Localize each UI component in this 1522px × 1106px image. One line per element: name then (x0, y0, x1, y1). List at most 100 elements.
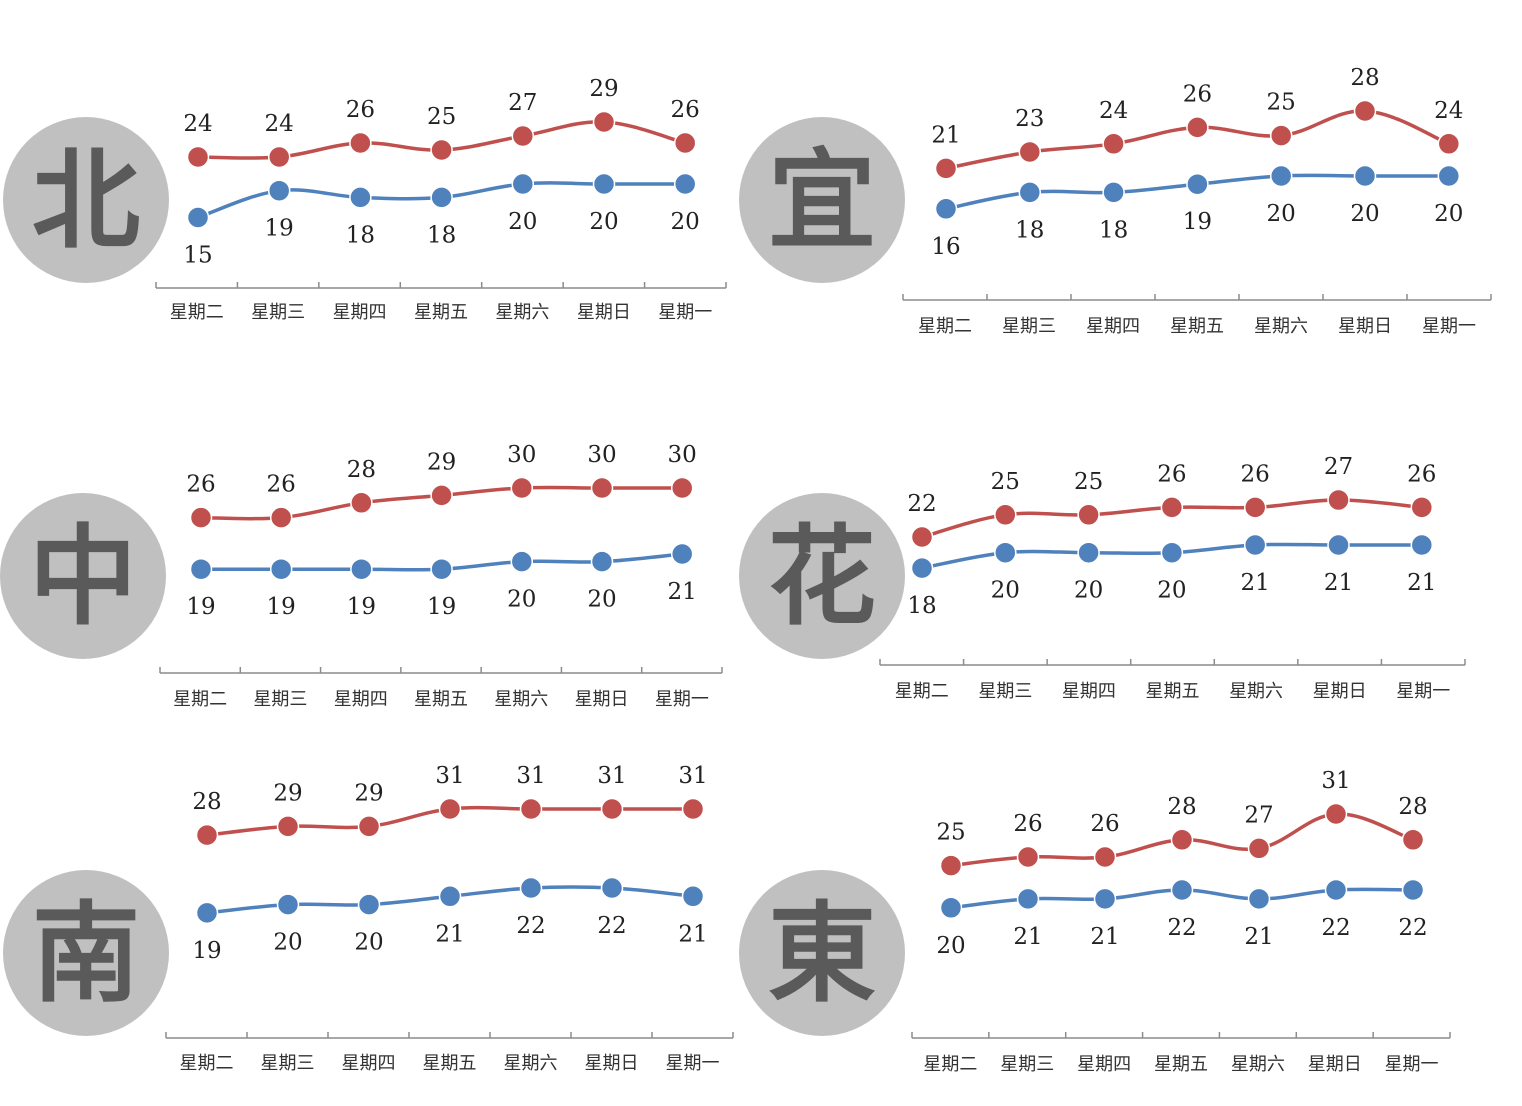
low-temp-point (994, 541, 1017, 564)
region-label: 宜 (768, 139, 876, 264)
x-tick-label: 星期六 (1229, 681, 1283, 702)
x-tick-label: 星期日 (575, 689, 629, 710)
low-temp-point (1437, 164, 1461, 188)
low-temp-point (438, 885, 462, 908)
low-temp-point (1093, 887, 1117, 911)
low-temp-label: 20 (1157, 578, 1186, 604)
x-tick-label: 星期四 (1086, 316, 1140, 337)
low-temp-label: 21 (678, 921, 707, 947)
high-temp-label: 22 (907, 491, 936, 517)
x-tick-label: 星期一 (1422, 316, 1476, 337)
high-temp-point (511, 124, 535, 148)
low-temp-point (673, 172, 697, 196)
low-temp-point (1324, 878, 1348, 902)
low-temp-point (1160, 541, 1184, 564)
high-temp-point (1243, 496, 1267, 519)
low-temp-label: 22 (1167, 915, 1196, 941)
low-temp-point (510, 550, 534, 573)
high-temp-label: 26 (1090, 811, 1119, 837)
high-temp-point (438, 797, 462, 821)
high-temp-label: 26 (671, 97, 700, 123)
low-temp-point (349, 186, 372, 209)
low-temp-point (267, 179, 291, 202)
high-temp-label: 30 (507, 442, 536, 468)
low-temp-label: 19 (192, 938, 221, 964)
high-temp-label: 28 (192, 789, 221, 815)
high-temp-point (430, 138, 453, 162)
x-tick-label: 星期三 (1000, 1054, 1054, 1075)
low-temp-label: 20 (991, 578, 1020, 604)
x-tick-label: 星期五 (1154, 1054, 1208, 1075)
high-temp-label: 23 (1015, 106, 1044, 132)
high-temp-point (267, 145, 291, 169)
low-temp-label: 19 (427, 594, 456, 620)
low-temp-label: 22 (1321, 915, 1350, 941)
high-temp-point (681, 797, 705, 821)
high-temp-label: 28 (1398, 794, 1427, 820)
x-tick-label: 星期日 (1313, 681, 1367, 702)
high-temp-point (1016, 845, 1040, 869)
high-temp-label: 24 (183, 111, 212, 137)
low-temp-label: 19 (1183, 209, 1212, 235)
high-temp-label: 24 (1099, 98, 1128, 124)
low-temp-label: 20 (1350, 201, 1379, 227)
region-label: 南 (32, 892, 140, 1017)
high-temp-point (1353, 99, 1377, 123)
low-temp-point (350, 557, 373, 581)
x-tick-label: 星期日 (577, 302, 631, 323)
high-temp-point (673, 131, 697, 155)
region-circle (0, 493, 166, 659)
high-temp-point (350, 491, 373, 515)
x-tick-label: 星期三 (261, 1053, 315, 1074)
low-temp-point (269, 557, 293, 581)
low-temp-label: 21 (1244, 924, 1273, 950)
high-temp-point (1077, 503, 1100, 527)
low-temp-label: 20 (508, 209, 537, 235)
low-temp-point (1018, 181, 1042, 204)
low-temp-label: 20 (507, 587, 536, 613)
low-temp-label: 20 (1074, 578, 1103, 604)
low-temp-label: 22 (1398, 915, 1427, 941)
high-temp-label: 31 (597, 763, 626, 789)
high-temp-label: 31 (678, 763, 707, 789)
low-temp-label: 20 (354, 930, 383, 956)
high-temp-label: 21 (931, 122, 960, 148)
region-label: 北 (32, 139, 140, 264)
x-tick-label: 星期二 (173, 689, 227, 710)
high-temp-label: 28 (1167, 794, 1196, 820)
high-temp-point (1018, 140, 1042, 164)
low-temp-point (519, 876, 543, 900)
high-temp-point (1437, 132, 1461, 156)
x-tick-label: 星期二 (895, 681, 949, 702)
low-temp-point (1102, 181, 1125, 204)
high-temp-point (600, 797, 624, 821)
high-temp-point (592, 110, 616, 134)
low-temp-label: 19 (347, 594, 376, 620)
high-temp-label: 31 (516, 763, 545, 789)
high-temp-point (670, 476, 694, 500)
x-tick-label: 星期一 (655, 689, 709, 710)
high-temp-label: 31 (435, 763, 464, 789)
low-temp-label: 21 (1013, 924, 1042, 950)
x-tick-label: 星期四 (342, 1053, 396, 1074)
high-temp-label: 28 (1350, 65, 1379, 91)
high-temp-label: 29 (354, 780, 383, 806)
high-temp-label: 25 (936, 820, 965, 846)
high-temp-point (189, 506, 213, 529)
x-tick-label: 星期日 (585, 1053, 639, 1074)
x-tick-label: 星期四 (1077, 1054, 1131, 1075)
region-circle (739, 870, 905, 1036)
low-temp-point (430, 186, 453, 209)
low-temp-point (1170, 878, 1194, 902)
high-temp-point (994, 503, 1017, 527)
low-temp-label: 21 (1324, 570, 1353, 596)
high-temp-point (939, 854, 963, 877)
high-temp-point (349, 131, 372, 155)
low-temp-point (1186, 172, 1209, 196)
high-temp-label: 29 (589, 76, 618, 102)
x-tick-label: 星期日 (1338, 316, 1392, 337)
low-temp-point (276, 893, 300, 916)
low-temp-point (600, 876, 624, 900)
